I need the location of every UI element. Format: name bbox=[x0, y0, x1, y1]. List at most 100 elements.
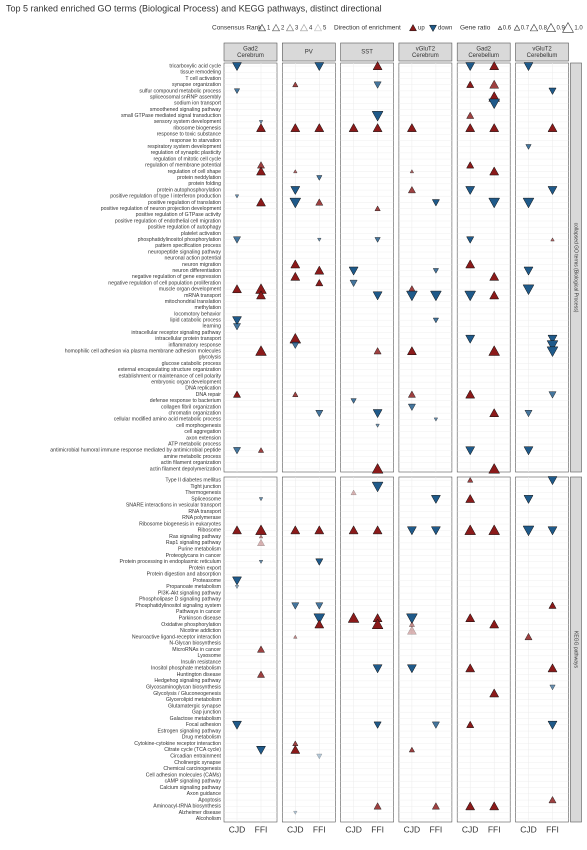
panel-strip bbox=[223, 42, 278, 62]
term-label: Aminoacyl-tRNA biosynthesis bbox=[153, 804, 221, 810]
x-tick-label: FFI bbox=[546, 824, 559, 834]
enrichment-marker bbox=[350, 398, 357, 404]
enrichment-marker bbox=[525, 144, 532, 150]
term-label: Purine metabolism bbox=[178, 547, 221, 553]
enrichment-marker bbox=[488, 98, 501, 110]
term-label: Estrogen signaling pathway bbox=[158, 728, 222, 734]
enrichment-marker bbox=[291, 341, 300, 350]
term-label: regulation of mitotic cell cycle bbox=[154, 156, 222, 162]
enrichment-marker bbox=[256, 166, 266, 176]
enrichment-marker bbox=[232, 284, 242, 294]
term-label: Rap1 signaling pathway bbox=[166, 540, 221, 546]
enrichment-marker bbox=[373, 347, 382, 355]
enrichment-marker bbox=[522, 525, 535, 537]
enrichment-marker bbox=[234, 194, 240, 199]
panel-background bbox=[281, 62, 336, 473]
enrichment-marker bbox=[524, 409, 533, 418]
term-label: neuronal action potential bbox=[164, 256, 221, 262]
term-label: Proteasome bbox=[193, 578, 221, 584]
term-label: DNA replication bbox=[185, 386, 221, 392]
term-label: defense response to bacterium bbox=[150, 398, 221, 404]
enrichment-marker bbox=[372, 664, 383, 674]
term-label: Thermogenesis bbox=[185, 490, 221, 496]
term-label: smoothened signaling pathway bbox=[150, 107, 222, 113]
enrichment-marker bbox=[489, 290, 500, 300]
legend-rank-symbol bbox=[271, 23, 281, 32]
term-label: actin filament organization bbox=[161, 460, 221, 466]
panel-background bbox=[456, 62, 511, 473]
term-label: establishment or maintenance of cell pol… bbox=[119, 373, 222, 379]
term-label: cAMP signaling pathway bbox=[165, 779, 222, 785]
enrichment-marker bbox=[292, 391, 299, 397]
legend-rank-label: 1 bbox=[267, 26, 271, 32]
enrichment-marker bbox=[465, 334, 476, 344]
term-label: Inositol phosphate metabolism bbox=[151, 666, 221, 672]
panel-label: vGluT2 bbox=[532, 46, 552, 52]
term-label: T cell activation bbox=[185, 76, 221, 82]
panel-label: Cerebrum bbox=[237, 53, 264, 59]
enrichment-marker bbox=[524, 632, 533, 641]
term-label: tissue remodeling bbox=[180, 70, 221, 76]
enrichment-marker bbox=[549, 684, 556, 691]
enrichment-marker bbox=[465, 123, 476, 132]
term-label: Apoptosis bbox=[198, 797, 221, 803]
term-label: Phospholipase D signaling pathway bbox=[139, 597, 221, 603]
enrichment-marker bbox=[465, 62, 476, 72]
term-label: positive regulation of endothelial cell … bbox=[115, 218, 221, 224]
enrichment-marker bbox=[465, 613, 476, 622]
term-label: cellular modified amino acid metabolic p… bbox=[114, 417, 222, 423]
enrichment-marker bbox=[232, 323, 242, 331]
term-label: DNA repair bbox=[196, 392, 222, 398]
enrichment-marker bbox=[523, 446, 534, 456]
enrichment-marker bbox=[232, 390, 242, 398]
panel-label: PV bbox=[305, 50, 313, 56]
term-label: response to starvation bbox=[170, 138, 221, 144]
term-label: intracellular protein transport bbox=[155, 336, 221, 342]
panel-strip bbox=[456, 42, 511, 62]
enrichment-marker bbox=[432, 268, 440, 274]
term-label: homophilic cell adhesion via plasma memb… bbox=[65, 349, 222, 355]
panel-label: SST bbox=[361, 50, 373, 56]
enrichment-marker bbox=[233, 88, 241, 95]
enrichment-marker bbox=[314, 619, 325, 629]
enrichment-marker bbox=[489, 166, 500, 176]
enrichment-marker bbox=[256, 645, 266, 653]
panel-background bbox=[223, 62, 278, 473]
term-label: protein folding bbox=[188, 181, 221, 187]
enrichment-marker bbox=[290, 525, 301, 535]
chart-title: Top 5 ranked enriched GO terms (Biologic… bbox=[6, 3, 382, 13]
enrichment-marker bbox=[290, 186, 301, 196]
term-label: SNARE interactions in vesicular transpor… bbox=[126, 503, 222, 509]
enrichment-marker bbox=[314, 62, 325, 72]
term-label: axon extension bbox=[186, 435, 221, 441]
term-label: positive regulation of translation bbox=[148, 200, 221, 206]
term-label: positive regulation of GTPase activity bbox=[136, 212, 222, 218]
x-tick-label: FFI bbox=[488, 824, 501, 834]
term-label: Type II diabetes mellitus bbox=[165, 478, 221, 484]
enrichment-marker bbox=[466, 236, 475, 244]
enrichment-marker bbox=[256, 670, 266, 678]
enrichment-marker bbox=[315, 409, 324, 418]
legend-rank-symbol bbox=[313, 23, 323, 32]
enrichment-marker bbox=[430, 290, 442, 302]
x-tick-label: FFI bbox=[255, 824, 268, 834]
enrichment-marker bbox=[547, 720, 558, 730]
enrichment-marker bbox=[407, 185, 416, 194]
term-label: ATP metabolic process bbox=[168, 441, 221, 447]
enrichment-marker bbox=[316, 175, 323, 181]
term-label: sensory system development bbox=[154, 119, 222, 125]
panel-label: Cerebellum bbox=[468, 53, 499, 59]
enrichment-marker bbox=[315, 198, 324, 206]
panel-background bbox=[398, 62, 453, 473]
legend-ratio-label: 0.7 bbox=[521, 26, 530, 32]
panel-label: Cerebrum bbox=[412, 53, 439, 59]
legend-ratio-label: 0.9 bbox=[557, 26, 566, 32]
term-label: lipid catabolic process bbox=[170, 318, 221, 324]
enrichment-marker bbox=[372, 525, 383, 535]
legend-ratio-symbol bbox=[497, 25, 503, 30]
term-label: Protein export bbox=[189, 565, 222, 571]
term-label: muscle organ development bbox=[159, 287, 222, 293]
enrichment-marker bbox=[371, 111, 384, 122]
term-label: Insulin resistance bbox=[181, 659, 221, 665]
term-label: Ribosome biogenesis in eukaryotes bbox=[139, 521, 221, 527]
